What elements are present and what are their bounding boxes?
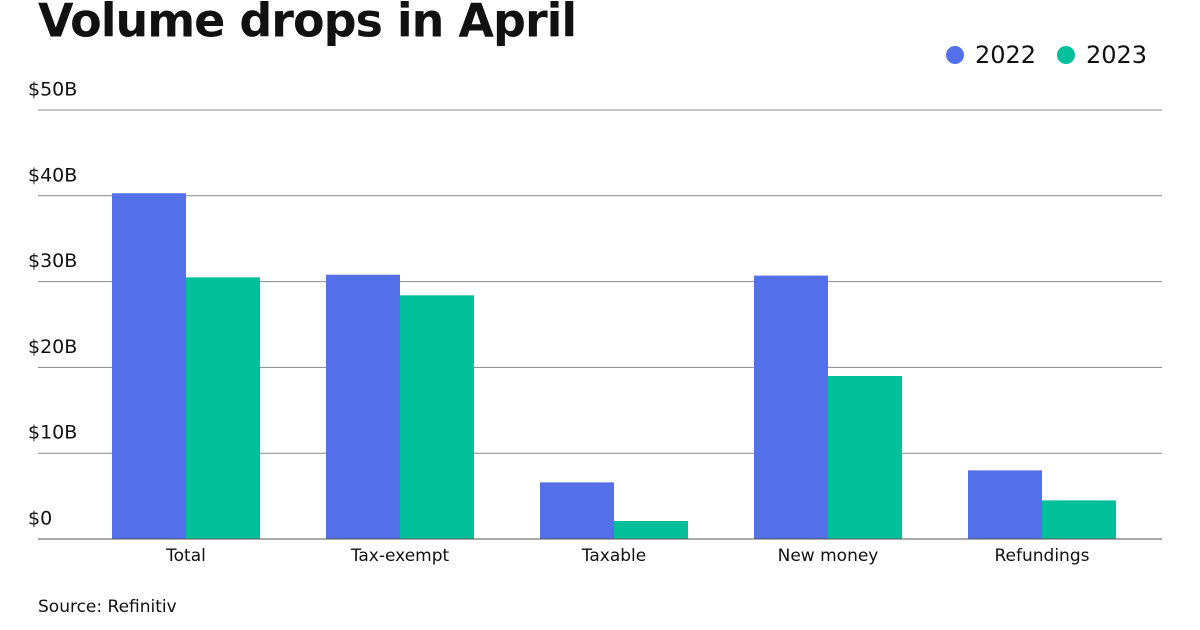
x-tick-label: Tax-exempt (350, 546, 450, 566)
bar (326, 274, 400, 539)
bar (614, 520, 688, 539)
legend-label: 2023 (1086, 41, 1147, 69)
bar (112, 193, 186, 539)
y-tick-label: $10B (28, 422, 77, 444)
bar (1042, 500, 1116, 539)
legend-marker (946, 46, 964, 64)
y-tick-label: $50B (28, 79, 77, 101)
legend-label: 2022 (975, 41, 1036, 69)
chart-title: Volume drops in April (38, 0, 576, 48)
y-tick-label: $0 (28, 508, 52, 530)
x-tick-label: Taxable (581, 546, 646, 566)
x-tick-label: New money (778, 546, 879, 566)
y-tick-label: $20B (28, 336, 77, 358)
y-tick-label: $30B (28, 250, 77, 272)
legend-marker (1057, 46, 1075, 64)
bar (186, 277, 260, 539)
x-tick-label: Total (165, 546, 206, 566)
bar (828, 375, 902, 539)
bar (540, 482, 614, 539)
bar (400, 295, 474, 539)
y-tick-label: $40B (28, 164, 77, 186)
bar (754, 275, 828, 539)
source: Source: Refinitiv (38, 597, 177, 617)
x-tick-label: Refundings (995, 546, 1090, 566)
bar (968, 470, 1042, 539)
